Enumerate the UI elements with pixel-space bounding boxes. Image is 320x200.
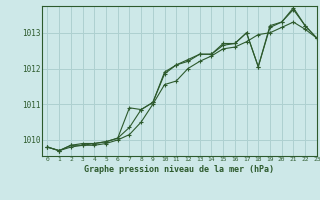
X-axis label: Graphe pression niveau de la mer (hPa): Graphe pression niveau de la mer (hPa) <box>84 165 274 174</box>
